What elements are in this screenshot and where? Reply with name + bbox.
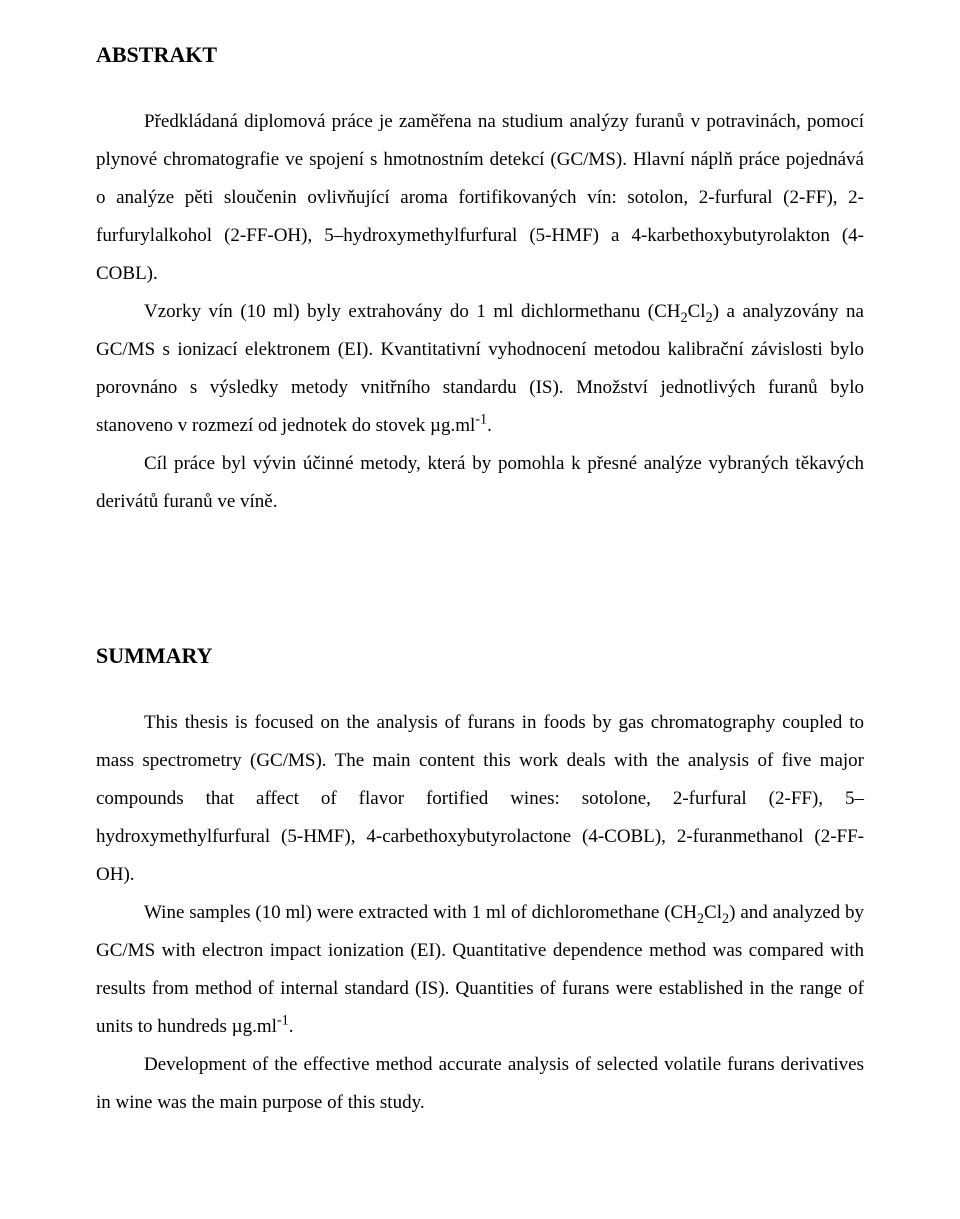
subscript: 2 [680, 310, 687, 326]
text-run: . [487, 415, 492, 436]
text-run: Cl [688, 301, 706, 322]
text-run: Vzorky vín (10 ml) byly extrahovány do 1… [144, 301, 680, 322]
abstrakt-para-2: Vzorky vín (10 ml) byly extrahovány do 1… [96, 293, 864, 445]
superscript: -1 [475, 411, 487, 427]
superscript: -1 [277, 1012, 289, 1028]
subscript: 2 [697, 910, 704, 926]
abstrakt-para-1: Předkládaná diplomová práce je zaměřena … [96, 103, 864, 293]
text-run: . [289, 1016, 294, 1037]
text-run: Cl [704, 902, 722, 923]
section-gap [96, 521, 864, 641]
summary-heading: SUMMARY [96, 641, 864, 672]
subscript: 2 [706, 310, 713, 326]
abstrakt-para-3: Cíl práce byl vývin účinné metody, která… [96, 445, 864, 521]
page: ABSTRAKT Předkládaná diplomová práce je … [0, 0, 960, 1219]
summary-para-1: This thesis is focused on the analysis o… [96, 704, 864, 894]
summary-para-2: Wine samples (10 ml) were extracted with… [96, 894, 864, 1046]
abstrakt-heading: ABSTRAKT [96, 40, 864, 71]
text-run: Wine samples (10 ml) were extracted with… [144, 902, 697, 923]
summary-para-3: Development of the effective method accu… [96, 1046, 864, 1122]
